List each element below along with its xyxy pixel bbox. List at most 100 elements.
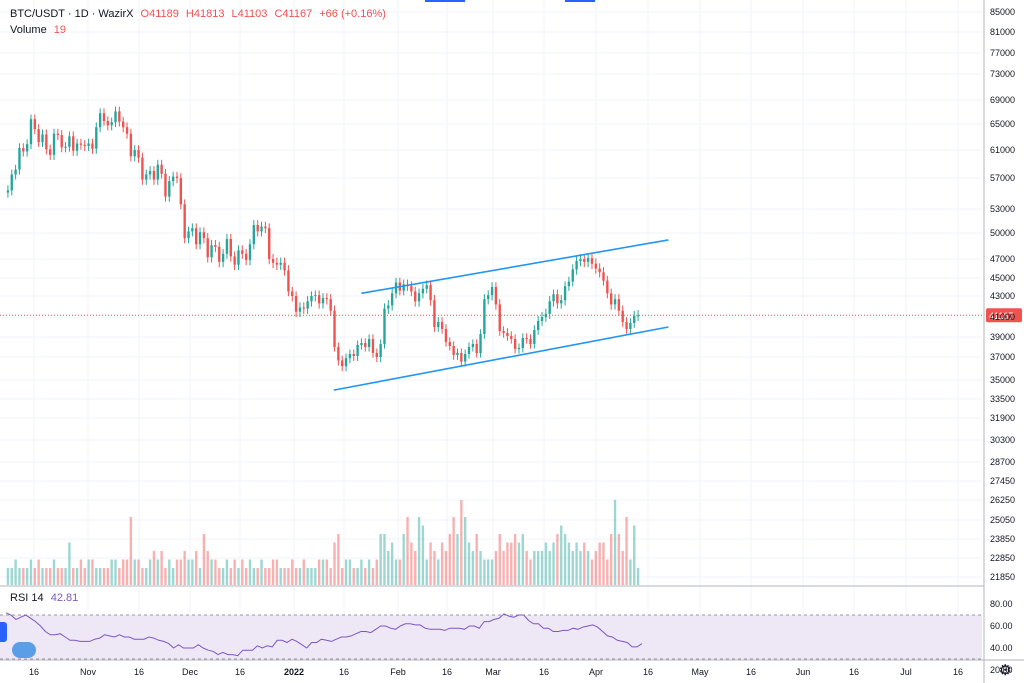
volume-bar bbox=[229, 568, 232, 585]
candle-body bbox=[152, 171, 156, 180]
volume-bar bbox=[310, 568, 313, 585]
candle-body bbox=[294, 296, 298, 312]
volume-bar bbox=[383, 534, 386, 585]
volume-bar bbox=[448, 534, 451, 585]
price-tick-label: 85000 bbox=[990, 7, 1015, 17]
price-tick-label: 31900 bbox=[990, 413, 1015, 423]
volume-bar bbox=[195, 551, 198, 585]
volume-bar bbox=[56, 568, 60, 585]
candle-body bbox=[586, 258, 590, 262]
price-tick-label: 39000 bbox=[990, 332, 1015, 342]
candle-body bbox=[102, 113, 106, 121]
volume-bar bbox=[279, 568, 282, 585]
volume-bar bbox=[210, 559, 213, 585]
time-tick-label: 16 bbox=[442, 667, 452, 677]
tradingview-logo-icon[interactable] bbox=[12, 642, 36, 658]
candle-body bbox=[206, 238, 209, 258]
volume-bar bbox=[291, 559, 294, 585]
volume-bar bbox=[417, 517, 421, 585]
price-tick-label: 69000 bbox=[990, 95, 1015, 105]
candle-body bbox=[160, 164, 163, 174]
volume-bar bbox=[444, 551, 448, 585]
volume-bar bbox=[548, 551, 551, 585]
candle-body bbox=[609, 293, 613, 305]
volume-bar bbox=[636, 568, 640, 585]
volume-bar bbox=[502, 551, 505, 585]
candle-body bbox=[56, 133, 60, 136]
volume-bar bbox=[479, 551, 482, 585]
volume-bar bbox=[218, 568, 221, 585]
candle-body bbox=[479, 334, 482, 353]
volume-bar bbox=[483, 559, 486, 585]
volume-bar bbox=[191, 559, 194, 585]
time-tick-label: 16 bbox=[849, 667, 859, 677]
volume-bar bbox=[560, 525, 563, 585]
candle-body bbox=[375, 353, 378, 357]
trend-channel-line bbox=[333, 326, 669, 391]
candle-body bbox=[333, 310, 336, 347]
candle-body bbox=[494, 287, 498, 305]
gear-icon[interactable]: ⚙ bbox=[998, 662, 1012, 679]
price-tick-label: 30300 bbox=[990, 435, 1015, 445]
price-tick-label: 35000 bbox=[990, 375, 1015, 385]
candle-body bbox=[421, 288, 425, 294]
rsi-band-fill bbox=[0, 615, 982, 659]
pane-resize-handle[interactable] bbox=[0, 622, 7, 642]
candle-body bbox=[598, 268, 601, 273]
volume-bar bbox=[241, 559, 244, 585]
price-tick-label: 25050 bbox=[990, 515, 1015, 525]
volume-bar bbox=[440, 542, 444, 585]
candle-body bbox=[636, 315, 640, 317]
volume-bar bbox=[556, 534, 559, 585]
candle-body bbox=[360, 343, 363, 345]
candle-body bbox=[133, 150, 136, 157]
volume-bar bbox=[122, 559, 125, 585]
volume-bar bbox=[75, 568, 79, 585]
volume-bar bbox=[91, 559, 94, 585]
volume-bar bbox=[525, 551, 528, 585]
candle-body bbox=[237, 250, 240, 265]
time-tick-label: May bbox=[691, 667, 709, 677]
candle-body bbox=[348, 354, 352, 359]
rsi-label[interactable]: RSI 14 bbox=[10, 592, 44, 604]
volume-bar bbox=[579, 551, 582, 585]
symbol-name[interactable]: BTC/USDT · 1D · WazirX bbox=[10, 8, 134, 20]
volume-bar bbox=[609, 534, 613, 585]
volume-bar bbox=[102, 568, 106, 585]
volume-bar bbox=[490, 559, 494, 585]
candle-body bbox=[364, 343, 367, 347]
volume-label[interactable]: Volume bbox=[10, 24, 47, 36]
price-tick-label: 28700 bbox=[990, 457, 1015, 467]
candle-body bbox=[279, 262, 282, 265]
candle-body bbox=[617, 299, 621, 311]
candle-body bbox=[437, 322, 440, 327]
volume-bar bbox=[563, 534, 567, 585]
volume-bar bbox=[341, 568, 344, 585]
volume-bar bbox=[87, 559, 90, 585]
volume-bar bbox=[244, 568, 248, 585]
volume-bar bbox=[414, 551, 417, 585]
candle-body bbox=[214, 245, 217, 247]
candle-body bbox=[506, 333, 509, 336]
volume-bar bbox=[506, 542, 509, 585]
volume-bar bbox=[410, 542, 413, 585]
volume-bar bbox=[114, 559, 117, 585]
volume-bar bbox=[387, 551, 390, 585]
candle-body bbox=[517, 348, 521, 349]
volume-bar bbox=[141, 568, 144, 585]
candle-body bbox=[218, 246, 221, 262]
last-price-label: 41167 bbox=[989, 311, 1013, 321]
volume-bar bbox=[41, 568, 44, 585]
candle-body bbox=[171, 176, 175, 182]
candle-body bbox=[298, 307, 302, 312]
volume-bar bbox=[487, 559, 490, 585]
volume-bar bbox=[125, 559, 129, 585]
candle-body bbox=[525, 338, 528, 339]
price-tick-label: 21850 bbox=[990, 572, 1015, 582]
volume-bar bbox=[371, 568, 375, 585]
time-tick-label: 16 bbox=[746, 667, 756, 677]
volume-bar bbox=[460, 500, 463, 585]
candle-body bbox=[137, 150, 140, 158]
candle-body bbox=[325, 298, 329, 300]
